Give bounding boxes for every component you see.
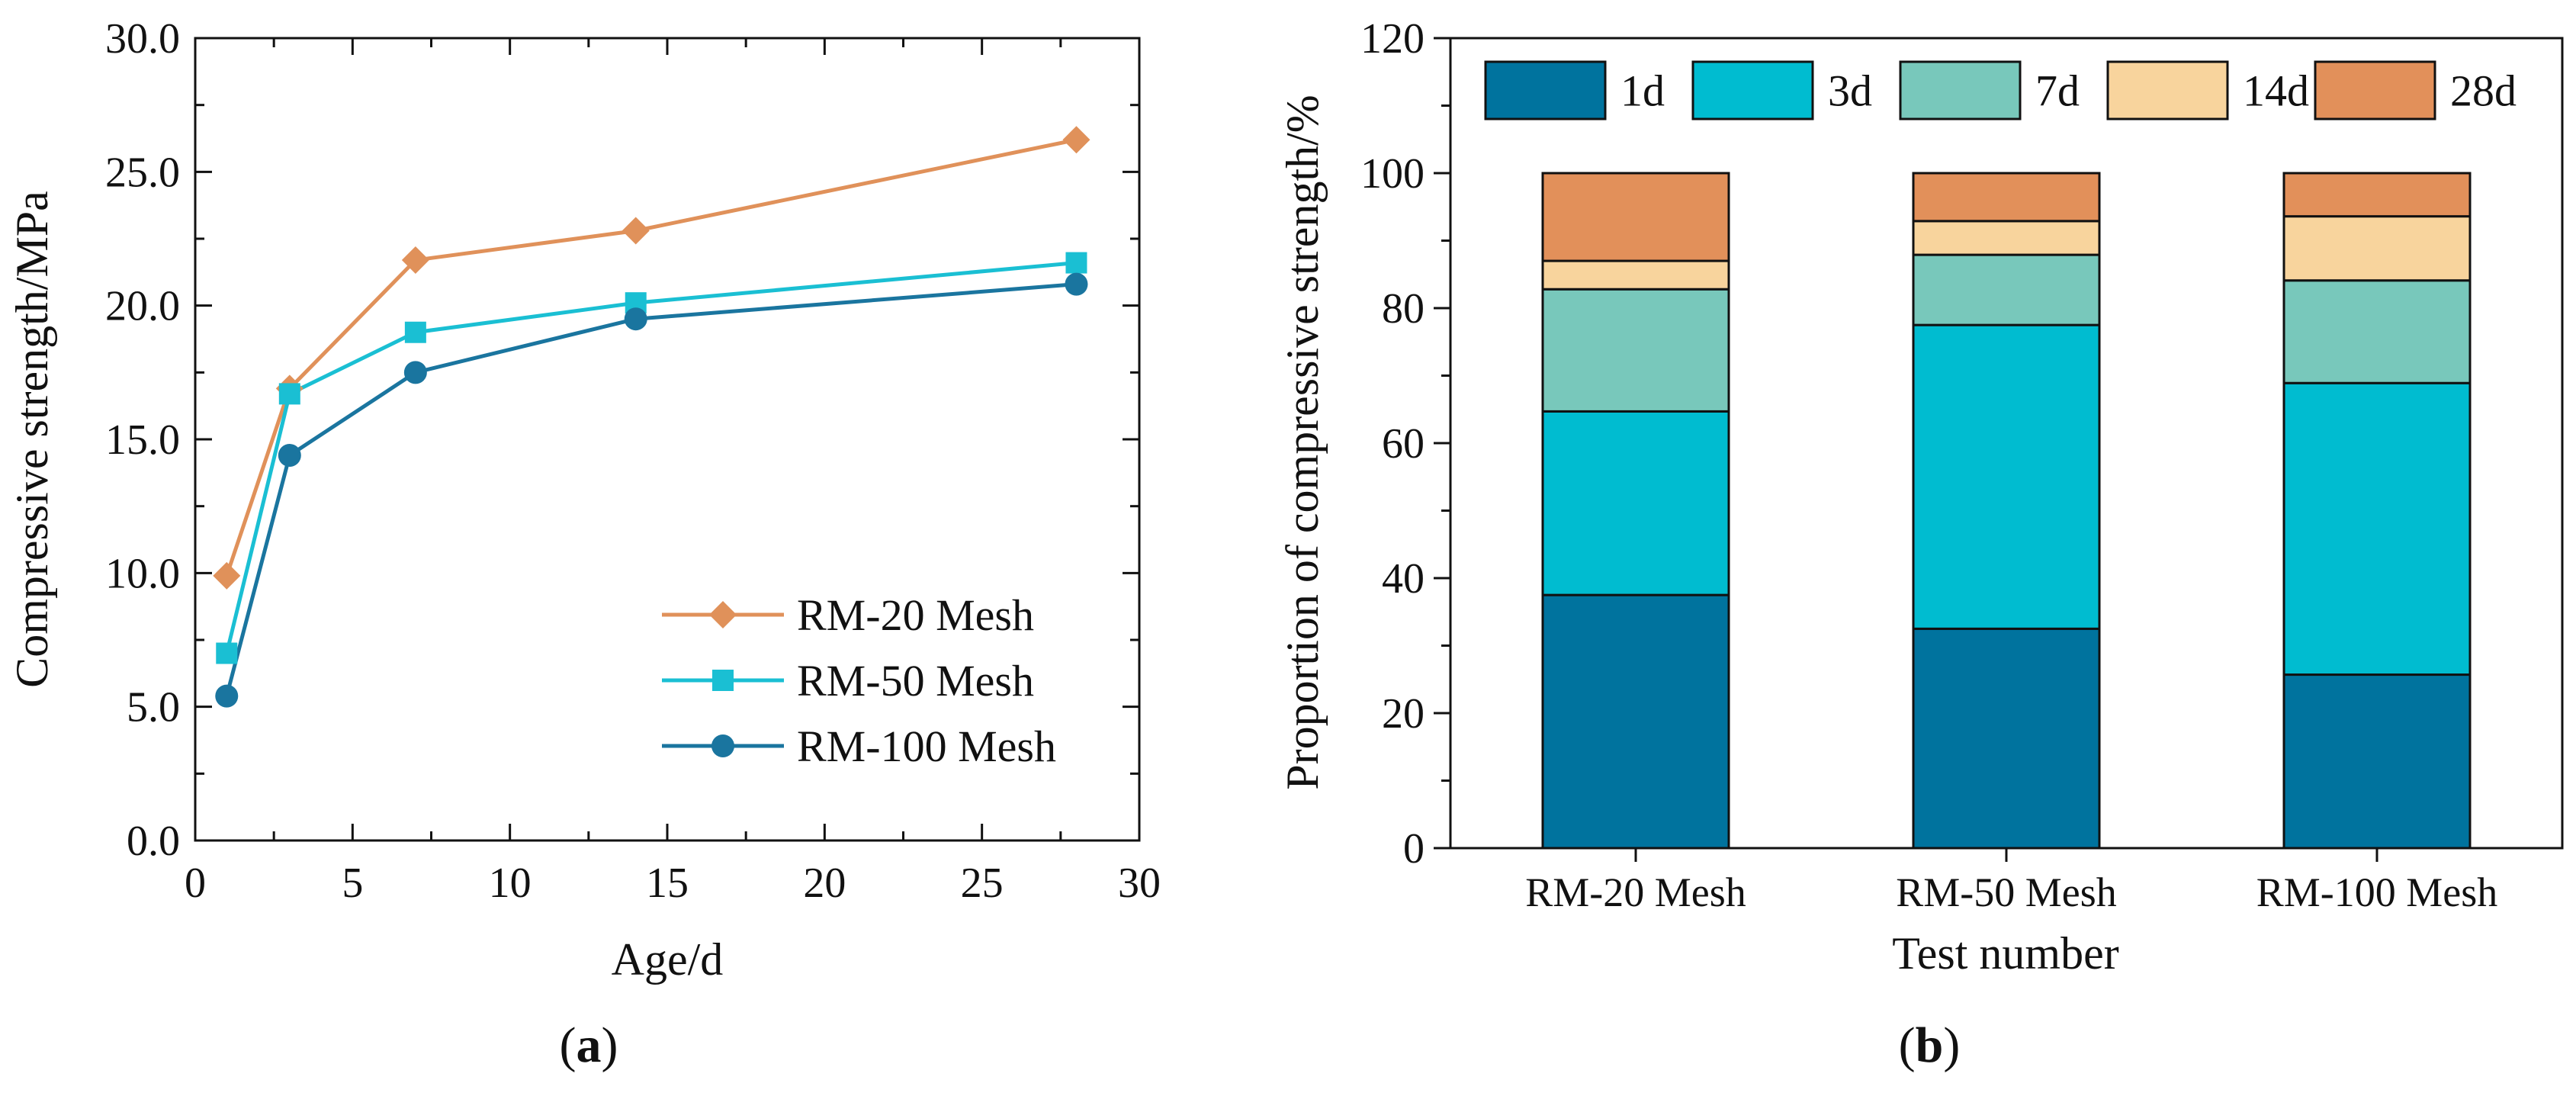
data-point-diamond [622,217,650,245]
y-tick-label: 40 [1382,555,1425,603]
bar-segment-14d [1541,259,1730,291]
bar-segment-7d [1912,253,2101,326]
bar-chart-x-axis-title: Test number [1892,928,2118,979]
x-tick-label: 15 [646,860,689,907]
bar-segment-3d [1912,323,2101,630]
y-tick-label: 25.0 [105,149,180,196]
line-chart-ticks: 0 5 10 15 20 25 30 0.0 5.0 10.0 15.0 20.0 25.0 30.0 [105,15,1161,907]
data-point-circle [278,444,301,468]
data-point-circle [403,361,427,384]
bar-segment-14d [2282,215,2472,282]
line-chart-plot-frame [194,37,1141,842]
panel-a-label: (a) [560,1017,618,1073]
bar-segment-3d [2282,381,2472,677]
y-tick-label: 10.0 [105,550,180,597]
legend-label: 7d [2035,66,2080,116]
stacked-bars [1541,172,2472,850]
line-chart-series [213,126,1090,708]
bar-segment-7d [2282,279,2472,384]
y-tick-label: 0.0 [127,818,180,865]
data-point-circle [624,307,647,331]
y-tick-label: 100 [1360,150,1425,198]
legend-swatch [1691,60,1814,121]
legend-label: RM-50 Mesh [797,656,1034,705]
legend-swatch [2314,60,2436,121]
legend-swatch [1899,60,2022,121]
y-tick-label: 60 [1382,420,1425,468]
data-point-square [216,642,238,664]
series-line [224,137,1077,577]
x-category-label: RM-20 Mesh [1525,869,1746,915]
line-chart-legend: RM-20 Mesh RM-50 Mesh RM-100 Mesh [662,590,1056,771]
x-tick-label: 10 [489,860,532,907]
stacked-bar-chart-panel: 0 20 40 60 80 100 120 RM-20 Mesh RM-50 Mesh RM-10… [1277,15,2564,1073]
bar-segment-28d [1912,172,2101,223]
bar-segment-7d [1541,288,1730,413]
data-point-circle [1065,272,1088,296]
line-chart-panel: 0 5 10 15 20 25 30 0.0 5.0 10.0 15.0 20.0 25.0 30.0 A… [7,15,1161,1073]
legend-label: 28d [2450,66,2517,116]
bar-segment-28d [1541,172,1730,262]
panel-b-letter: b [1916,1017,1944,1073]
bar-segment-1d [2282,673,2472,850]
legend-swatch [2106,60,2229,121]
data-point-diamond [401,246,429,275]
y-tick-label: 30.0 [105,15,180,63]
data-point-square [278,383,300,405]
x-category-label: RM-50 Mesh [1896,869,2117,915]
legend-label: RM-20 Mesh [797,590,1034,640]
data-point-square [1065,252,1087,274]
bar-chart-ticks: 0 20 40 60 80 100 120 RM-20 Mesh RM-50 Mesh RM-10… [1360,15,2497,915]
y-tick-label: 20.0 [105,283,180,330]
line-chart-y-axis-title: Compressive strength/MPa [7,191,57,688]
legend-label: 1d [1620,66,1665,116]
bar-segment-28d [2282,172,2472,218]
data-point-circle [215,684,239,708]
y-tick-label: 0 [1403,825,1425,873]
x-tick-label: 0 [185,860,206,907]
bar-segment-3d [1541,410,1730,596]
panel-a-letter: a [577,1017,602,1073]
y-tick-label: 120 [1360,15,1425,63]
x-tick-label: 30 [1118,860,1161,907]
x-tick-label: 5 [342,860,363,907]
x-tick-label: 20 [803,860,846,907]
panel-b-paren-open: ( [1899,1017,1916,1073]
legend-label: 14d [2243,66,2309,116]
legend-marker-circle [711,734,734,757]
legend-label: 3d [1828,66,1872,116]
x-tick-label: 25 [961,860,1004,907]
panel-b-paren-close: ) [1943,1017,1960,1073]
legend-label: RM-100 Mesh [797,722,1056,771]
bar-segment-1d [1541,593,1730,850]
y-tick-label: 5.0 [127,684,180,731]
legend-marker-square [712,670,734,691]
y-tick-label: 20 [1382,690,1425,738]
y-tick-label: 80 [1382,285,1425,333]
line-chart-x-axis-title: Age/d [612,934,724,985]
bar-chart-legend: 1d 3d 7d 14d 28d [1484,60,2517,121]
legend-swatch [1484,60,1607,121]
x-category-label: RM-100 Mesh [2256,869,2498,915]
panel-a-paren-close: ) [602,1017,618,1073]
data-point-diamond [1062,126,1090,154]
bar-chart-y-axis-title: Proportion of compressive strength/% [1277,95,1328,790]
y-tick-label: 15.0 [105,416,180,464]
panel-a-paren-open: ( [560,1017,577,1073]
legend-marker-diamond [709,601,737,628]
panel-b-label: (b) [1899,1017,1961,1073]
data-point-square [404,321,426,343]
bar-segment-1d [1912,627,2101,850]
bar-segment-14d [1912,220,2101,256]
data-point-diamond [213,561,241,590]
